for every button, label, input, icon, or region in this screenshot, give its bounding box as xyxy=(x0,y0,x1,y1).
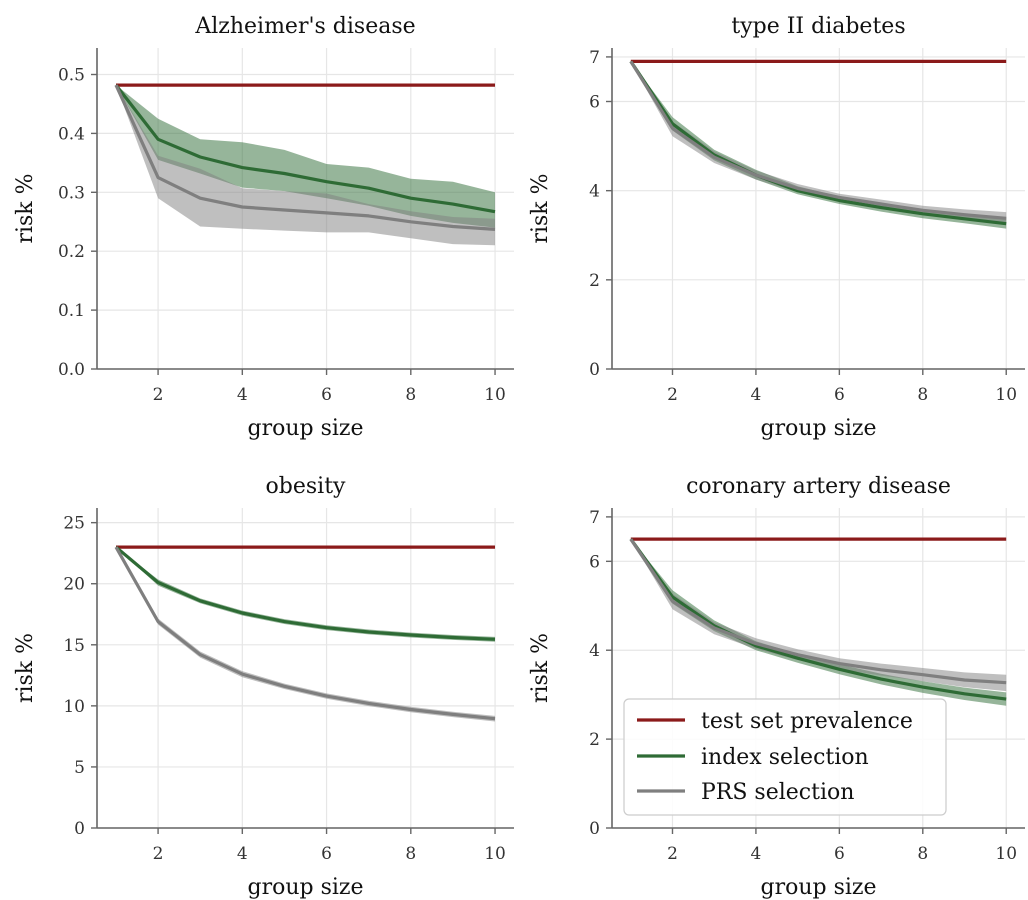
panel-4-xtick-label-0: 2 xyxy=(667,844,678,864)
panel-4-xtick-label-1: 4 xyxy=(751,844,762,864)
panel-3-band-1 xyxy=(116,547,495,642)
panel-1-xtick-label-2: 6 xyxy=(321,385,332,405)
legend-label-prevalence: test set prevalence xyxy=(701,709,913,734)
panel-4-ytick-label-0: 0 xyxy=(589,819,600,839)
panel-2-ytick-label-3: 6 xyxy=(589,93,600,113)
panel-3-y-label: risk % xyxy=(13,633,38,703)
panel-1-band-1 xyxy=(116,85,495,228)
panel-2-xtick-label-0: 2 xyxy=(667,385,678,405)
panel-1: 2 4 6 8 10 0.0 0.1 0.2 0.3 0.4 0.5 Alzheimer's dise… xyxy=(13,14,514,441)
panel-1-xtick-label-3: 8 xyxy=(405,385,416,405)
panel-1-y-label: risk % xyxy=(13,173,38,243)
panel-2-line-2 xyxy=(629,60,1007,220)
panel-4-ytick-label-1: 2 xyxy=(589,730,600,750)
panel-1-ytick-label-5: 0.5 xyxy=(58,66,85,86)
panel-4-ytick-label-4: 7 xyxy=(589,508,600,528)
panel-2-ytick-label-4: 7 xyxy=(589,48,600,68)
panel-3-ytick-label-4: 20 xyxy=(63,575,85,595)
panel-4-line-1 xyxy=(629,538,1007,701)
panel-2-xtick-label-1: 4 xyxy=(751,385,762,405)
panel-3-line-2 xyxy=(114,546,496,721)
panel-3-xtick-label-3: 8 xyxy=(405,844,416,864)
panel-4-xtick-label-4: 10 xyxy=(995,844,1017,864)
panel-1-line-2 xyxy=(114,84,496,231)
panel-3-xtick-label-1: 4 xyxy=(237,844,248,864)
panel-2-ytick-label-1: 2 xyxy=(589,271,600,291)
panel-2-ytick-label-2: 4 xyxy=(589,182,600,202)
panel-3-xtick-label-2: 6 xyxy=(321,844,332,864)
panel-4-line-2 xyxy=(629,538,1007,685)
panel-4: 2 4 6 8 10 0 2 4 6 7 coronary artery disease group … xyxy=(528,474,1025,900)
panel-1-xtick-label-4: 10 xyxy=(484,385,506,405)
panel-4-xtick-label-3: 8 xyxy=(917,844,928,864)
panel-2-ytick-label-0: 0 xyxy=(589,360,600,380)
panel-1-ytick-label-4: 0.4 xyxy=(58,124,85,144)
panel-2-xtick-label-3: 8 xyxy=(917,385,928,405)
panel-4-x-label: group size xyxy=(760,875,876,900)
legend: test set prevalence index selection PRS … xyxy=(623,698,947,816)
panel-2: 2 4 6 8 10 0 2 4 6 7 type II diabetes group size ris… xyxy=(528,14,1025,441)
panel-3-xtick-label-4: 10 xyxy=(484,844,506,864)
panel-2-title: type II diabetes xyxy=(731,14,905,39)
panel-3-x-label: group size xyxy=(247,875,363,900)
panel-3: 2 4 6 8 10 0 5 10 15 20 25 obesity group size risk % xyxy=(13,474,514,900)
panel-1-xtick-label-1: 4 xyxy=(237,385,248,405)
panel-2-xtick-label-4: 10 xyxy=(995,385,1017,405)
panel-3-ytick-label-5: 25 xyxy=(63,514,85,534)
panel-3-ytick-label-0: 0 xyxy=(74,819,85,839)
panel-1-x-label: group size xyxy=(247,416,363,441)
panel-1-ytick-label-3: 0.3 xyxy=(58,183,85,203)
panel-3-line-1 xyxy=(114,545,496,641)
panel-4-title: coronary artery disease xyxy=(686,474,951,499)
panel-3-ytick-label-2: 10 xyxy=(63,697,85,717)
panel-4-xtick-label-2: 6 xyxy=(834,844,845,864)
panel-4-y-label: risk % xyxy=(528,633,553,703)
panel-2-x-label: group size xyxy=(760,416,876,441)
panel-1-ytick-label-1: 0.1 xyxy=(58,301,85,321)
panel-1-ytick-label-0: 0.0 xyxy=(58,360,85,380)
legend-label-index: index selection xyxy=(701,745,869,770)
panel-3-xtick-label-0: 2 xyxy=(153,844,164,864)
panel-2-y-label: risk % xyxy=(528,173,553,243)
legend-label-prs: PRS selection xyxy=(701,780,854,805)
panel-3-ytick-label-3: 15 xyxy=(63,636,85,656)
panel-2-xtick-label-2: 6 xyxy=(834,385,845,405)
panel-1-title: Alzheimer's disease xyxy=(194,14,415,39)
panel-2-band-2 xyxy=(630,61,1007,223)
panel-1-xtick-label-0: 2 xyxy=(153,385,164,405)
panel-1-ytick-label-2: 0.2 xyxy=(58,242,85,262)
legend-box xyxy=(623,698,947,816)
panel-3-title: obesity xyxy=(266,474,347,499)
panel-4-ytick-label-2: 4 xyxy=(589,641,600,661)
panel-3-ytick-label-1: 5 xyxy=(74,758,85,778)
panel-1-line-1 xyxy=(114,84,496,214)
panel-1-band-2 xyxy=(116,85,495,246)
panel-4-ytick-label-3: 6 xyxy=(589,552,600,572)
panel-2-line-1 xyxy=(629,60,1007,226)
